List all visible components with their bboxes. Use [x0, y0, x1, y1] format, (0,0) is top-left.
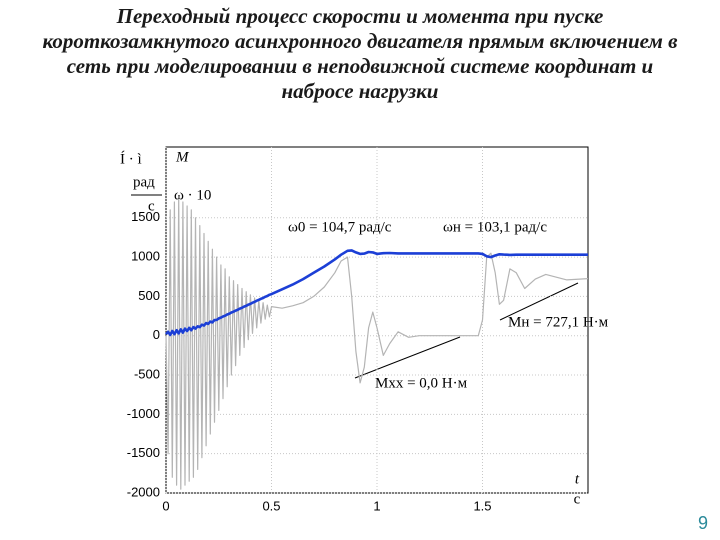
y-tick-label: -1500 — [127, 445, 160, 460]
page-number: 9 — [697, 513, 708, 533]
annotation: ω0 = 104,7 рад/с — [288, 219, 392, 235]
x-tick-label: 1.5 — [473, 498, 491, 513]
x-axis-label: c — [574, 491, 581, 507]
y-tick-label: 1500 — [131, 209, 160, 224]
annotation: Mн = 727,1 Н·м — [508, 314, 609, 330]
y-tick-label: 1000 — [131, 249, 160, 264]
x-tick-label: 0.5 — [262, 498, 280, 513]
slide-title: Переходный процесс скорости и момента пр… — [42, 4, 678, 103]
annotation: Mхх = 0,0 Н·м — [375, 375, 468, 391]
y-tick-label: 500 — [138, 288, 160, 303]
series-line — [165, 249, 588, 337]
y-tick-label: 0 — [153, 327, 160, 342]
x-axis-label: t — [575, 471, 580, 487]
leader-line — [499, 282, 579, 321]
y-axis-label: рад — [133, 174, 155, 190]
y-axis-label: Í · ì — [120, 150, 142, 167]
y-axis-label: ω · 10 — [174, 187, 211, 203]
y-tick-label: -1000 — [127, 406, 160, 421]
x-tick-label: 0 — [162, 498, 169, 513]
y-axis-label: с — [148, 198, 155, 214]
x-tick-label: 1 — [373, 498, 380, 513]
y-axis-label: M — [175, 149, 190, 165]
annotation: ωн = 103,1 рад/с — [443, 219, 547, 235]
series-line — [165, 197, 589, 490]
y-tick-label: -2000 — [127, 484, 160, 499]
y-tick-label: -500 — [134, 366, 160, 381]
leader-line — [354, 336, 461, 379]
